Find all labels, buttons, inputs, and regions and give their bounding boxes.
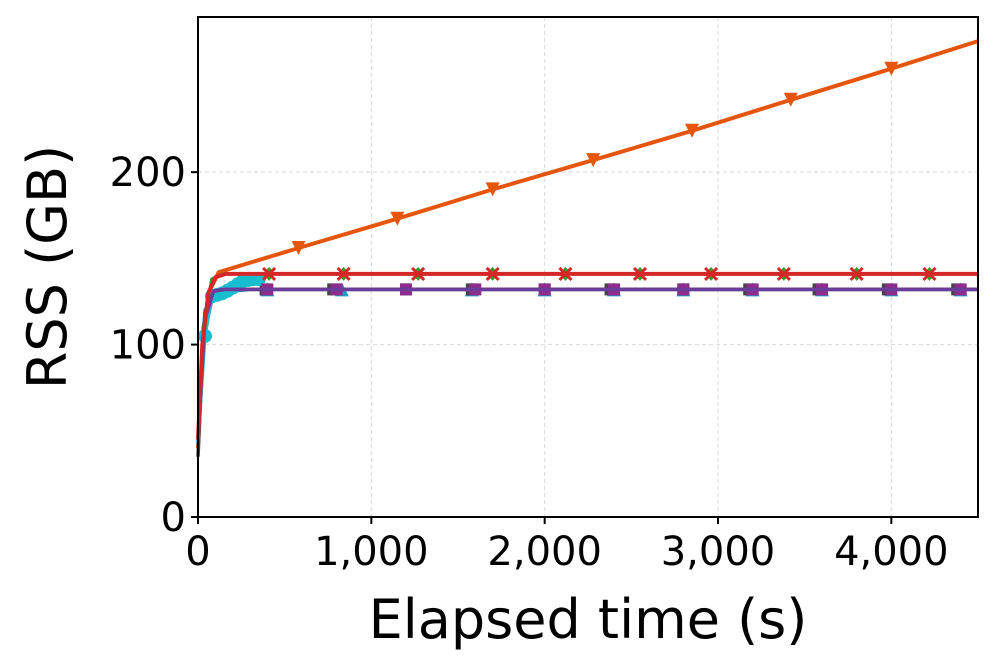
series-group [196, 39, 979, 457]
series-marker [485, 182, 500, 197]
series-marker [849, 266, 864, 281]
series-marker [884, 61, 899, 76]
series-marker [336, 266, 351, 281]
y-axis-title: RSS (GB) [16, 145, 79, 389]
series-marker [558, 266, 573, 281]
series-1 [196, 266, 978, 440]
series-marker [291, 241, 306, 256]
series-7 [196, 266, 978, 440]
series-5 [196, 283, 978, 440]
series-marker [262, 266, 277, 281]
series-line [196, 272, 978, 440]
series-line [196, 287, 978, 440]
series-3 [196, 283, 978, 457]
x-axis: 0 1,000 2,000 3,000 4,000 [185, 517, 949, 575]
series-marker [776, 266, 791, 281]
x-tick-label: 0 [185, 529, 210, 575]
grid [198, 17, 978, 517]
series-line [196, 287, 978, 440]
x-tick-label: 2,000 [487, 529, 602, 575]
x-axis-title: Elapsed time (s) [369, 588, 808, 651]
x-tick-label: 4,000 [834, 529, 949, 575]
series-marker [783, 92, 798, 107]
series-marker [704, 266, 719, 281]
series-marker [390, 211, 405, 226]
series-line [196, 271, 978, 440]
series-marker [685, 123, 699, 138]
plot-frame [197, 16, 979, 518]
series-marker [922, 266, 937, 281]
y-axis: 0 100 200 [110, 150, 198, 541]
series-marker [586, 153, 601, 168]
series-2 [196, 282, 978, 445]
x-tick-label: 3,000 [661, 529, 776, 575]
series-marker [632, 266, 648, 281]
x-tick-label: 1,000 [314, 529, 429, 575]
y-tick-label: 200 [110, 150, 186, 196]
series-line [196, 287, 978, 457]
series-marker [485, 266, 500, 281]
series-6 [196, 287, 978, 440]
series-0 [196, 39, 979, 449]
y-tick-label: 100 [110, 323, 186, 369]
series-marker [411, 266, 426, 281]
series-line [196, 39, 979, 449]
y-tick-label: 0 [161, 495, 186, 541]
series-line [196, 287, 978, 445]
